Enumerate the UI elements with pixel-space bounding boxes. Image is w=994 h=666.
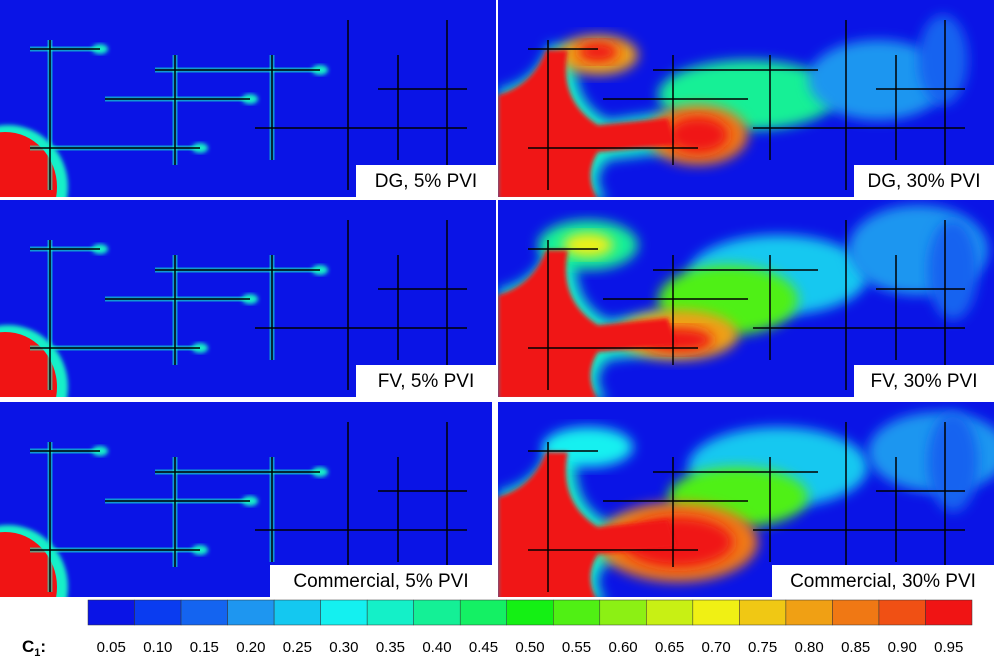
- colorbar-tick-label: 0.40: [422, 639, 451, 656]
- colorbar-tick-label: 0.95: [934, 639, 963, 656]
- red-region: [498, 250, 676, 397]
- colorbar-bin: [320, 599, 368, 626]
- panel-label-box: [854, 165, 994, 197]
- colorbar-tick-label: 0.75: [748, 639, 777, 656]
- colorbar-bin: [832, 599, 880, 626]
- panel-label: DG, 30% PVI: [868, 171, 981, 192]
- colorbar-bin: [87, 599, 135, 626]
- panel-label: DG, 5% PVI: [375, 171, 477, 192]
- colorbar-bin: [459, 599, 507, 626]
- colorbar-tick-label: 0.55: [562, 639, 591, 656]
- colorbar-tick-label: 0.10: [143, 639, 172, 656]
- colorbar-tick-label: 0.45: [469, 639, 498, 656]
- colorbar-tick-label: 0.05: [97, 639, 126, 656]
- panel-body: [498, 402, 994, 597]
- panel-label-box: [356, 165, 496, 197]
- panel-label: Commercial, 30% PVI: [790, 571, 976, 592]
- panel-body: [0, 0, 496, 197]
- panel-body: [498, 200, 994, 397]
- colorbar-tick-label: 0.85: [841, 639, 870, 656]
- colorbar-bin: [646, 599, 694, 626]
- colorbar-bin: [692, 599, 740, 626]
- panel-label-box: [270, 565, 492, 597]
- colorbar-tick-label: 0.35: [376, 639, 405, 656]
- panel-label-box: [356, 365, 496, 397]
- plume: [928, 412, 978, 512]
- colorbar-bin: [739, 599, 787, 626]
- panel: Commercial, 30% PVI: [498, 402, 994, 597]
- colorbar-bin: [878, 599, 926, 626]
- panel: Commercial, 5% PVI: [0, 402, 492, 597]
- panel-label-box: [854, 365, 994, 397]
- colorbar-label: C1:: [22, 637, 46, 658]
- colorbar-tick-label: 0.60: [608, 639, 637, 656]
- colorbar-tick-label: 0.90: [888, 639, 917, 656]
- colorbar-bin: [506, 599, 554, 626]
- plume: [918, 15, 968, 105]
- colorbar-tick-label: 0.80: [795, 639, 824, 656]
- panel-label: FV, 30% PVI: [870, 371, 977, 392]
- colorbar-tick-label: 0.20: [236, 639, 265, 656]
- colorbar-bin: [599, 599, 647, 626]
- panel: FV, 30% PVI: [498, 200, 994, 397]
- red-region: [498, 452, 676, 597]
- plume: [563, 233, 613, 257]
- colorbar-tick-label: 0.25: [283, 639, 312, 656]
- panel-label: Commercial, 5% PVI: [293, 571, 468, 592]
- plume: [928, 220, 978, 320]
- panel-label-box: [772, 565, 994, 597]
- panel-body: [498, 0, 994, 197]
- red-region: [0, 332, 57, 397]
- colorbar-bin: [785, 599, 833, 626]
- panel: DG, 5% PVI: [0, 0, 496, 197]
- panel-body: [0, 402, 492, 597]
- red-region: [498, 50, 676, 197]
- colorbar-bin: [925, 599, 973, 626]
- colorbar-bin: [273, 599, 321, 626]
- red-region: [0, 132, 57, 197]
- colorbar-tick-label: 0.30: [329, 639, 358, 656]
- plume: [578, 42, 618, 62]
- colorbar-tick-label: 0.50: [515, 639, 544, 656]
- plume: [808, 40, 948, 120]
- panel: FV, 5% PVI: [0, 200, 496, 397]
- red-region: [0, 532, 57, 597]
- colorbar-tick-label: 0.15: [190, 639, 219, 656]
- colorbar-bin: [134, 599, 182, 626]
- colorbar-tick-label: 0.70: [702, 639, 731, 656]
- panel-label: FV, 5% PVI: [378, 371, 474, 392]
- colorbar-bin: [366, 599, 414, 626]
- plume: [668, 117, 728, 153]
- colorbar-bin: [553, 599, 601, 626]
- colorbar-label-main: C: [22, 637, 34, 656]
- panel: DG, 30% PVI: [498, 0, 994, 197]
- colorbar-label-sub: 1: [34, 647, 40, 659]
- colorbar-bin: [413, 599, 461, 626]
- panel-body: [0, 200, 496, 397]
- colorbar-bin: [227, 599, 275, 626]
- colorbar-bin: [180, 599, 228, 626]
- colorbar-tick-label: 0.65: [655, 639, 684, 656]
